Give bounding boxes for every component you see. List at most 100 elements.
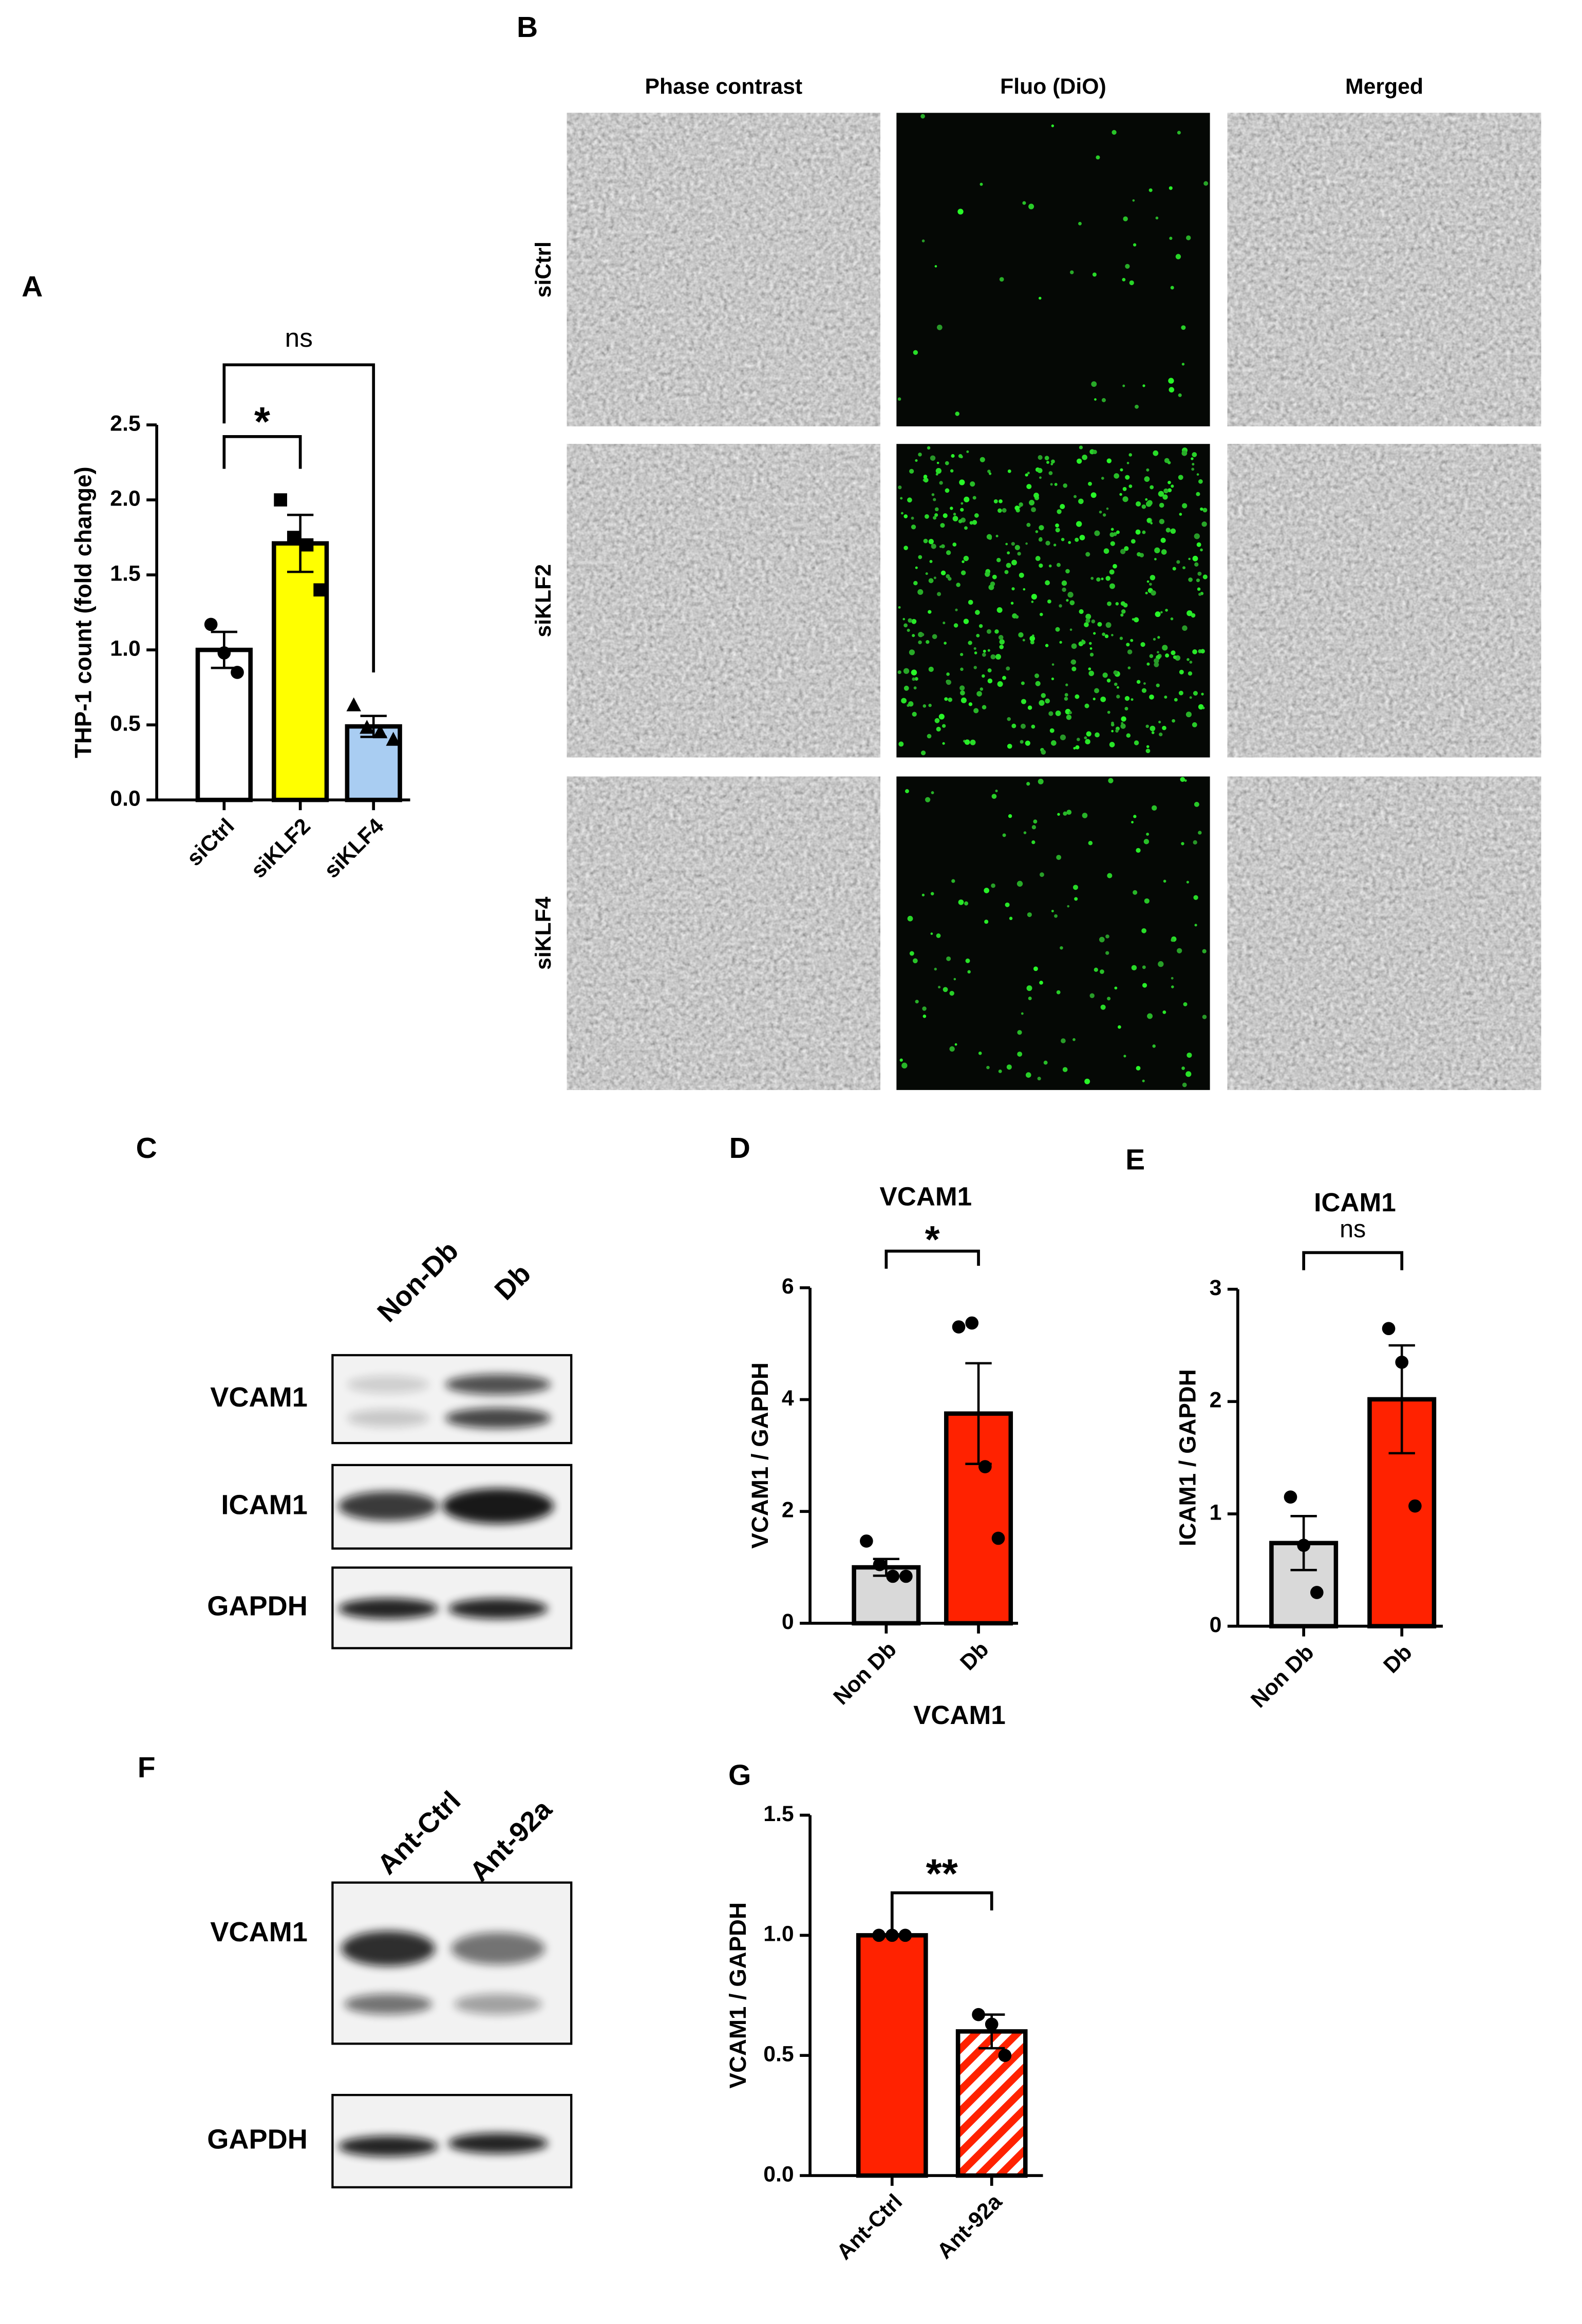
fluorescence-image [896,776,1210,1090]
cell-dot [902,617,906,621]
row-label: siKLF2 [531,564,556,638]
cell-dot [1107,710,1110,714]
cell-dot [1026,484,1032,490]
cell-dot [1127,649,1133,654]
cell-dot [1142,983,1147,988]
cell-dot [999,645,1004,649]
cell-dot [1163,879,1166,883]
x-tick-label: siCtrl [182,814,239,871]
cell-dot [1170,617,1174,621]
cell-dot [920,633,925,636]
cell-dot [1128,484,1133,488]
cell-dot [1120,549,1126,554]
cell-dot [1120,468,1123,472]
cell-dot [1065,569,1070,574]
cell-dot [940,523,945,528]
cell-dot [1018,632,1024,638]
cell-dot [1182,625,1188,631]
cell-dot [912,677,916,681]
cell-dot [954,1043,957,1046]
cell-dot [1116,530,1120,534]
cell-dot [1147,1013,1153,1019]
cell-dot [1090,576,1094,580]
cell-dot [928,666,934,672]
cell-dot [912,634,915,638]
cell-dot [1170,528,1176,534]
cell-dot [965,958,970,963]
cell-dot [951,879,955,883]
cell-dot [1145,748,1151,754]
cell-dot [1037,1077,1041,1081]
cell-dot [938,986,941,989]
cell-dot [1089,647,1093,650]
cell-dot [1090,492,1097,498]
cell-dot [1146,580,1150,583]
cell-dot [1123,216,1128,221]
significance-label: ns [1340,1215,1366,1243]
cell-dot [1028,996,1032,1001]
panel-label: E [1125,1144,1145,1176]
data-point [998,2049,1012,2063]
y-tick-label: 1.0 [763,1922,794,1946]
cell-dot [968,702,973,706]
y-tick-label: 1.0 [110,636,140,661]
cell-dot [1141,688,1147,693]
cell-dot [1082,454,1087,460]
y-tick-label: 3 [1210,1276,1222,1300]
cell-dot [1075,537,1079,542]
cell-dot [1125,475,1130,480]
cell-dot [1070,270,1074,274]
data-point [965,1316,979,1330]
cell-dot [1150,575,1156,580]
cell-dot [974,513,979,518]
cell-dot [939,481,943,485]
cell-dot [966,450,969,453]
cell-dot [934,967,937,971]
cell-dot [987,470,991,473]
cell-dot [1198,592,1202,596]
cell-dot [1113,532,1117,536]
cell-dot [933,516,937,520]
cell-dot [1154,662,1159,667]
cell-dot [1141,504,1146,509]
cell-dot [1188,671,1193,676]
cell-dot [1149,654,1154,658]
cell-dot [948,697,953,702]
cell-dot [930,932,933,935]
cell-dot [967,970,971,974]
cell-dot [1186,1052,1192,1058]
cell-dot [1191,467,1195,471]
cell-dot [953,623,958,628]
y-tick-label: 0 [782,1609,794,1634]
cell-dot [931,791,934,794]
cell-dot [960,667,964,671]
cell-dot [1200,507,1203,511]
cell-dot [1088,840,1093,846]
cell-dot [1055,528,1060,533]
cell-dot [1047,599,1051,604]
lane-label: Db [489,1258,537,1306]
cell-dot [1107,997,1111,1001]
cell-dot [1184,779,1187,782]
cell-dot [1023,831,1027,834]
band [445,1374,551,1395]
cell-dot [1025,473,1028,477]
y-tick-label: 2.0 [110,486,140,511]
cell-dot [1088,667,1091,670]
cell-dot [1046,461,1049,464]
cell-dot [1063,483,1067,488]
cell-dot [959,685,965,691]
cell-dot [1054,483,1058,486]
cell-dot [1069,600,1075,606]
cell-dot [1158,491,1164,497]
cell-dot [1034,673,1040,679]
cell-dot [1066,810,1072,815]
cell-dot [946,680,952,685]
cell-dot [913,958,918,964]
cell-dot [1136,1065,1141,1071]
cell-dot [908,618,912,623]
data-point [991,1531,1005,1545]
cell-dot [973,666,977,669]
cell-dot [1050,483,1053,486]
cell-dot [935,507,939,512]
